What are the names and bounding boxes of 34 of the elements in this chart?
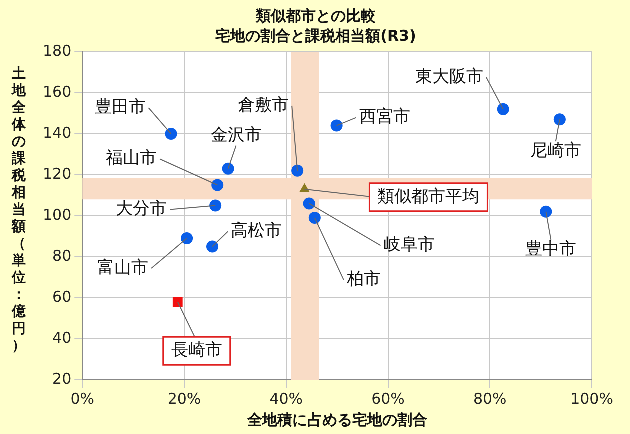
annotation: 豊中市 <box>526 239 577 260</box>
x-tick-label: 0% <box>70 390 95 408</box>
y-tick-label: 80 <box>52 246 72 265</box>
y-tick-label: 120 <box>42 164 72 183</box>
y-tick-label: 180 <box>42 42 72 60</box>
annotation: 柏市 <box>346 269 381 290</box>
annotation: 東大阪市 <box>415 66 484 87</box>
y-tick-label: 100 <box>42 206 72 224</box>
chart-subtitle: 宅地の割合と課税相当額(R3) <box>216 26 416 45</box>
annotation: 尼崎市 <box>530 141 582 162</box>
y-tick-label: 60 <box>52 288 72 306</box>
annotation: 倉敷市 <box>238 95 290 116</box>
chart-title: 類似都市との比較 <box>255 6 377 25</box>
x-tick-label: 80% <box>473 390 507 408</box>
y-tick-label: 160 <box>42 82 72 101</box>
annotation: 豊田市 <box>94 97 146 118</box>
y-tick-label: 20 <box>52 370 72 388</box>
y-tick-label: 140 <box>42 124 72 142</box>
x-tick-label: 20% <box>168 390 202 408</box>
x-tick-label: 100% <box>570 390 614 408</box>
x-tick-label: 40% <box>270 390 304 408</box>
y-tick-label: 40 <box>52 328 72 347</box>
annotation: 金沢市 <box>210 125 262 146</box>
text: 土地全体の課税相当額（単位：億円） <box>12 66 26 354</box>
x-axis-title: 全地積に占める宅地の割合 <box>246 410 428 429</box>
annotation: 福山市 <box>106 148 158 169</box>
annotation: 大分市 <box>116 199 168 220</box>
text: 類似都市平均 <box>378 186 480 207</box>
x-tick-label: 60% <box>372 390 405 408</box>
annotation: 西宮市 <box>359 107 410 128</box>
annotation: 岐阜市 <box>384 235 435 256</box>
series-label: 長崎市 <box>171 340 222 361</box>
annotation: 高松市 <box>231 221 282 242</box>
annotation: 富山市 <box>98 258 149 278</box>
